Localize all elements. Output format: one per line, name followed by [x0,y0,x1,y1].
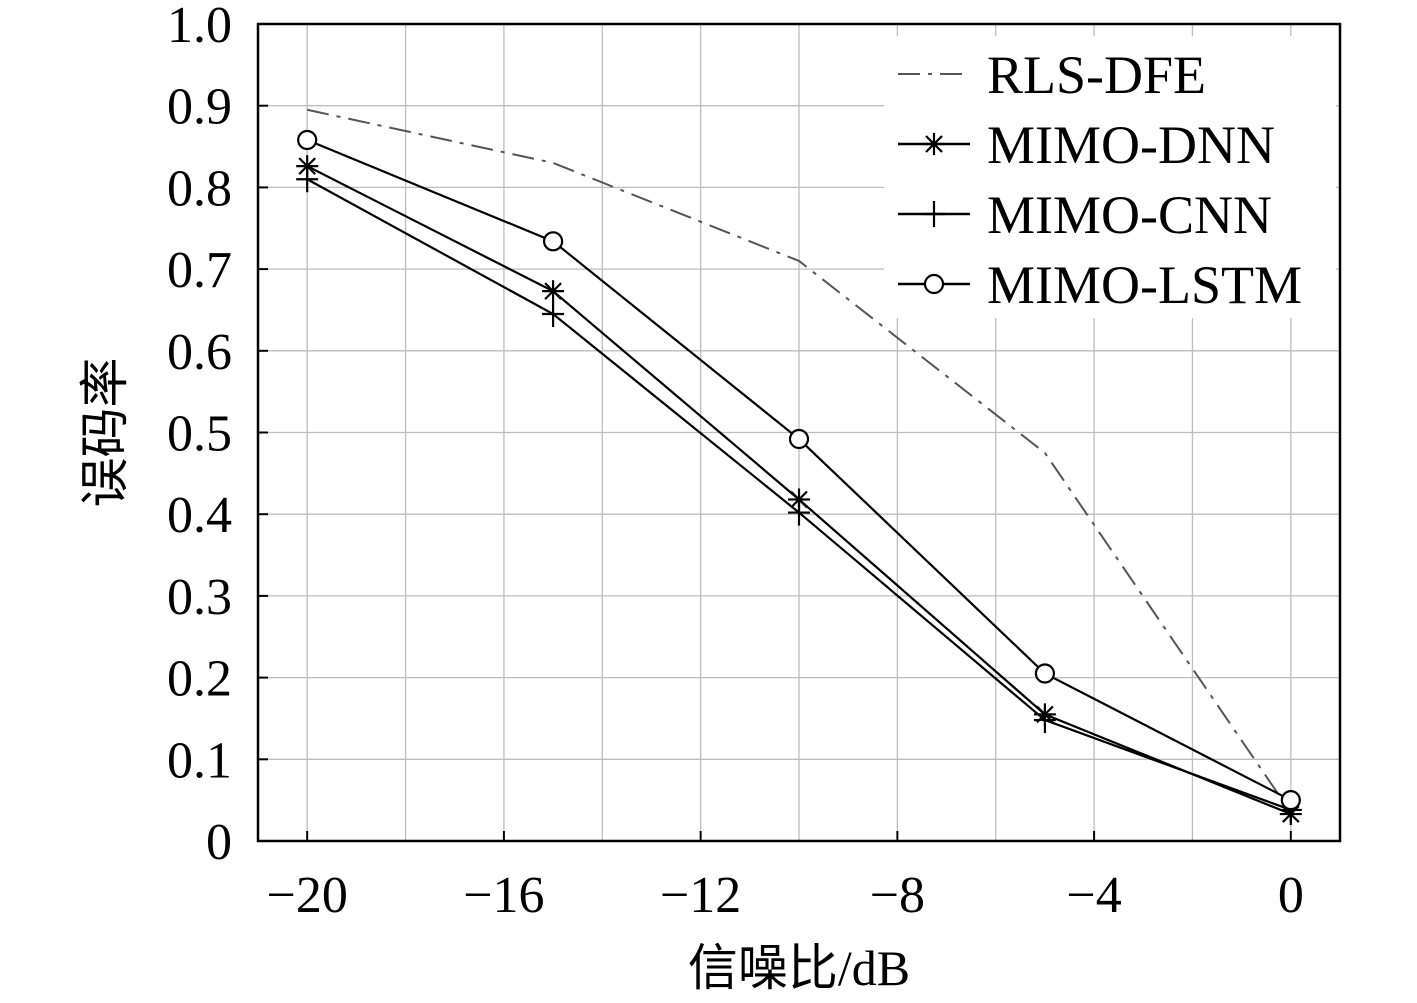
data-point-mimo-lstm [1280,790,1301,811]
legend-label: RLS-DFE [987,45,1206,105]
y-axis-label: 误码率 [77,358,133,508]
y-tick-label: 0.1 [167,732,232,789]
x-axis-label: 信噪比/dB [688,940,910,996]
legend-marker-mimo-lstm [923,273,945,295]
data-point-mimo-lstm [788,428,810,450]
y-tick-label: 0.8 [167,160,232,217]
legend-label: MIMO-DNN [987,115,1275,175]
data-point-mimo-cnn [296,166,319,193]
data-point-mimo-cnn [542,301,565,328]
y-tick-label: 0 [206,814,232,871]
legend-marker-mimo-cnn [923,201,945,227]
tick-labels: −20 −16 −12 −8 −4 0 0 0.1 0.2 0.3 0.4 0.5 0.6 0.7 0.8 0… [167,0,1304,924]
legend-label: MIMO-LSTM [987,255,1302,315]
data-point-mimo-dnn [296,155,319,178]
legend-label: MIMO-CNN [987,185,1272,245]
y-tick-label: 0.3 [167,569,232,626]
data-point-mimo-cnn [1033,707,1056,734]
y-tick-label: 0.2 [167,651,232,708]
y-tick-label: 0.7 [167,242,232,299]
y-tick-label: 0.4 [167,487,232,544]
legend-background [884,36,1336,318]
y-tick-label: 1.0 [167,0,232,54]
x-tick-label: −12 [660,867,741,924]
data-point-mimo-lstm [1034,663,1056,684]
x-tick-label: −8 [870,867,925,924]
y-tick-label: 0.6 [167,324,232,381]
y-tick-label: 0.5 [167,406,232,463]
legend: RLS-DFE MIMO-DNN MIMO-CNN MIMO-LSTM [884,36,1336,318]
x-tick-label: −16 [463,867,544,924]
legend-marker-mimo-dnn [923,133,945,155]
series-line-rls-dfe [306,108,1292,813]
data-point-mimo-lstm [542,231,564,252]
data-point-mimo-cnn [788,499,810,526]
data-point-mimo-lstm [297,129,318,151]
x-tick-label: −4 [1066,867,1121,924]
y-tick-label: 0.9 [167,79,232,136]
data-point-mimo-dnn [542,280,565,303]
series-markers [296,129,1302,826]
x-tick-label: −20 [267,867,348,924]
x-tick-label: 0 [1278,867,1304,924]
